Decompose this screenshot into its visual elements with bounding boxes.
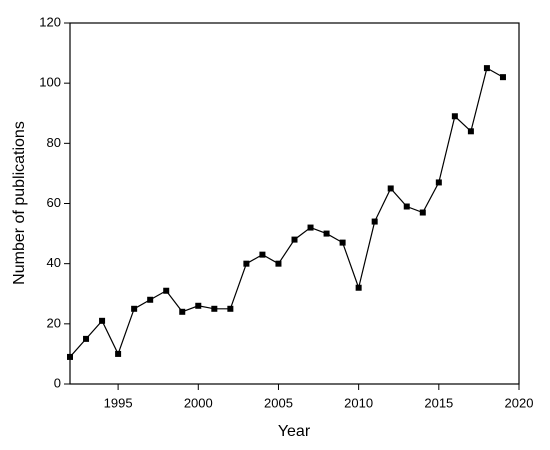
data-point	[483, 65, 490, 72]
data-point	[211, 305, 218, 312]
y-tick-label: 0	[54, 375, 61, 390]
x-tick-label: 2010	[344, 395, 373, 410]
data-point	[307, 224, 314, 231]
data-line	[69, 67, 504, 358]
data-point	[291, 236, 298, 243]
x-tick-label: 2005	[264, 395, 293, 410]
data-point	[195, 302, 202, 309]
y-tick-label: 40	[47, 255, 61, 270]
data-point	[339, 239, 346, 246]
y-axis-label: Number of publications	[11, 121, 28, 285]
data-point	[259, 251, 266, 258]
x-axis-label: Year	[278, 423, 311, 440]
data-point	[179, 308, 186, 315]
data-point	[371, 218, 378, 225]
x-tick-label: 2015	[424, 395, 453, 410]
data-point	[99, 317, 106, 324]
y-tick-label: 120	[39, 14, 61, 29]
data-point	[67, 353, 73, 360]
data-point	[387, 185, 394, 192]
data-point	[435, 179, 442, 186]
y-tick-label: 60	[47, 195, 61, 210]
data-point	[227, 305, 234, 312]
x-tick-label: 2020	[505, 395, 534, 410]
data-point	[355, 284, 362, 291]
data-point	[467, 128, 474, 135]
data-point	[115, 350, 122, 357]
data-point	[323, 230, 330, 237]
data-point	[275, 260, 282, 267]
data-point	[403, 203, 410, 210]
plot-frame	[69, 22, 520, 385]
data-point	[451, 113, 458, 120]
data-point	[131, 305, 138, 312]
data-point	[83, 335, 90, 342]
y-tick-label: 80	[47, 135, 61, 150]
y-tick-label: 100	[39, 75, 61, 90]
data-point	[419, 209, 426, 216]
data-point	[163, 287, 170, 294]
data-point	[147, 296, 154, 303]
x-tick-label: 1995	[104, 395, 133, 410]
x-tick-label: 2000	[184, 395, 213, 410]
data-point	[499, 74, 506, 81]
y-tick-label: 20	[47, 315, 61, 330]
data-point	[243, 260, 250, 267]
